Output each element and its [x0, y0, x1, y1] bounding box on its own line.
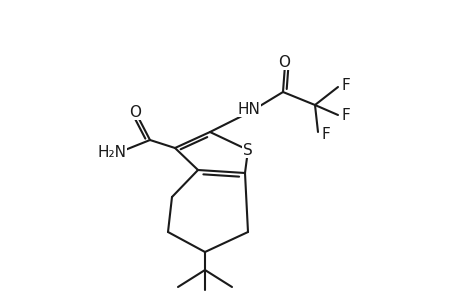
Text: F: F: [341, 107, 350, 122]
Text: F: F: [341, 77, 350, 92]
Text: O: O: [277, 55, 289, 70]
Text: H₂N: H₂N: [97, 145, 126, 160]
Text: O: O: [129, 104, 141, 119]
Text: S: S: [243, 142, 252, 158]
Text: HN: HN: [237, 101, 260, 116]
Text: F: F: [321, 127, 330, 142]
